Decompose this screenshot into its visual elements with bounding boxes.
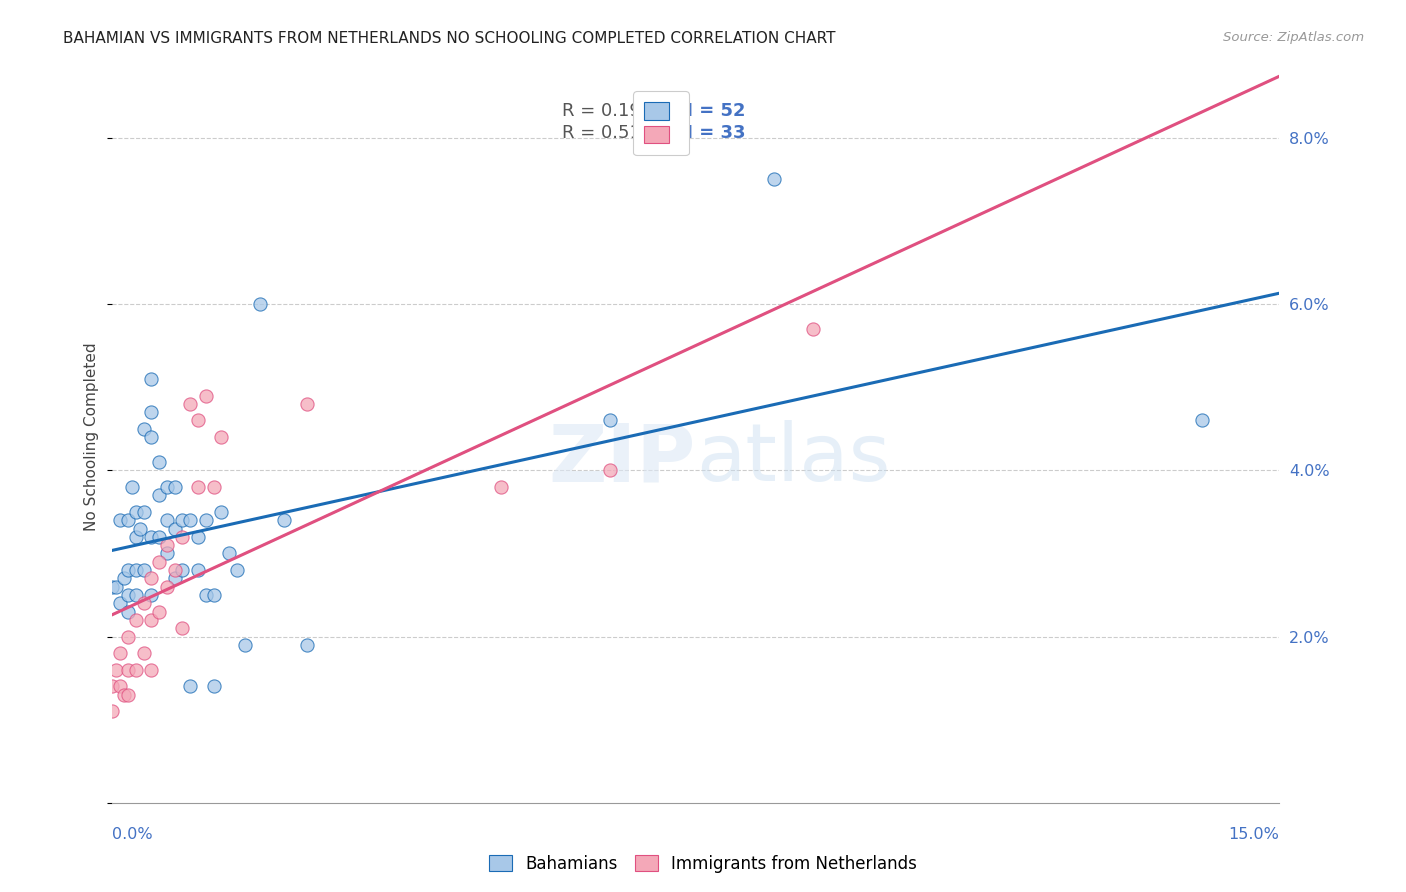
Point	[110, 596, 132, 610]
Point	[172, 530, 194, 544]
Point	[117, 630, 139, 644]
Point	[226, 563, 249, 577]
Point	[233, 638, 256, 652]
Point	[273, 513, 295, 527]
Point	[249, 297, 271, 311]
Point	[141, 372, 163, 386]
Point	[599, 463, 621, 477]
Point	[132, 563, 155, 577]
Y-axis label: No Schooling Completed: No Schooling Completed	[84, 343, 100, 532]
Text: BAHAMIAN VS IMMIGRANTS FROM NETHERLANDS NO SCHOOLING COMPLETED CORRELATION CHART: BAHAMIAN VS IMMIGRANTS FROM NETHERLANDS …	[63, 31, 835, 46]
Point	[163, 480, 186, 494]
Point	[179, 680, 201, 694]
Point	[148, 455, 170, 469]
Point	[141, 613, 163, 627]
Point	[202, 588, 225, 602]
Point	[132, 596, 155, 610]
Point	[218, 546, 240, 560]
Point	[141, 588, 163, 602]
Text: N = 52: N = 52	[679, 102, 747, 120]
Point	[202, 480, 225, 494]
Point	[599, 413, 621, 427]
Point	[156, 580, 179, 594]
Point	[141, 405, 163, 419]
Point	[194, 588, 217, 602]
Point	[117, 513, 139, 527]
Point	[156, 513, 179, 527]
Point	[101, 580, 124, 594]
Legend: Bahamians, Immigrants from Netherlands: Bahamians, Immigrants from Netherlands	[482, 848, 924, 880]
Point	[141, 530, 163, 544]
Text: R = 0.195: R = 0.195	[562, 102, 652, 120]
Point	[163, 563, 186, 577]
Point	[187, 530, 209, 544]
Point	[105, 580, 128, 594]
Point	[209, 430, 232, 444]
Point	[141, 571, 163, 585]
Point	[179, 513, 201, 527]
Point	[295, 397, 318, 411]
Point	[125, 563, 148, 577]
Point	[172, 563, 194, 577]
Text: 0.0%: 0.0%	[112, 827, 153, 841]
Point	[194, 513, 217, 527]
Point	[110, 680, 132, 694]
Point	[125, 613, 148, 627]
Point	[156, 480, 179, 494]
Point	[156, 546, 179, 560]
Point	[172, 621, 194, 635]
Point	[128, 521, 150, 535]
Point	[172, 513, 194, 527]
Text: R = 0.514: R = 0.514	[562, 124, 652, 142]
Point	[187, 480, 209, 494]
Point	[101, 705, 124, 719]
Point	[101, 680, 124, 694]
Text: ZIP: ZIP	[548, 420, 696, 498]
Point	[491, 480, 513, 494]
Text: atlas: atlas	[696, 420, 890, 498]
Legend: , : ,	[633, 91, 689, 155]
Text: Source: ZipAtlas.com: Source: ZipAtlas.com	[1223, 31, 1364, 45]
Point	[112, 571, 135, 585]
Point	[141, 663, 163, 677]
Point	[148, 530, 170, 544]
Point	[163, 521, 186, 535]
Point	[1191, 413, 1213, 427]
Point	[117, 688, 139, 702]
Point	[194, 388, 217, 402]
Point	[125, 663, 148, 677]
Point	[132, 646, 155, 660]
Point	[187, 563, 209, 577]
Point	[762, 172, 785, 186]
Point	[209, 505, 232, 519]
Point	[132, 505, 155, 519]
Point	[121, 480, 143, 494]
Point	[141, 430, 163, 444]
Point	[110, 646, 132, 660]
Point	[117, 663, 139, 677]
Point	[132, 422, 155, 436]
Point	[148, 605, 170, 619]
Point	[295, 638, 318, 652]
Point	[801, 322, 824, 336]
Point	[110, 513, 132, 527]
Point	[187, 413, 209, 427]
Point	[125, 588, 148, 602]
Point	[148, 488, 170, 502]
Point	[125, 530, 148, 544]
Text: 15.0%: 15.0%	[1229, 827, 1279, 841]
Point	[148, 555, 170, 569]
Point	[105, 663, 128, 677]
Point	[163, 571, 186, 585]
Point	[202, 680, 225, 694]
Point	[112, 688, 135, 702]
Point	[117, 605, 139, 619]
Text: N = 33: N = 33	[679, 124, 747, 142]
Point	[179, 397, 201, 411]
Point	[117, 563, 139, 577]
Point	[156, 538, 179, 552]
Point	[125, 505, 148, 519]
Point	[117, 588, 139, 602]
